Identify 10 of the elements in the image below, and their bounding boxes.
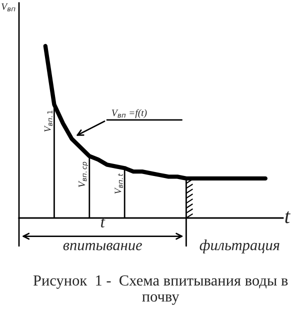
annotation: V$_{вп.1}$ <box>44 110 52 132</box>
annotation: V$_{вп.ср}$ <box>78 162 88 188</box>
annotation: V$_{вп.t}$ <box>114 173 123 194</box>
annotation: t <box>101 218 106 228</box>
y-axis-title: V$_{вп}$ <box>2 3 16 12</box>
annotation: V$_{вп}$ =f(t) <box>112 109 147 118</box>
text: Рисунок 1 - Схема впитывания воды в почву <box>33 275 288 305</box>
x-axis-title: t <box>285 211 291 224</box>
text: впитывание <box>63 242 142 250</box>
text: фильтрация <box>200 240 280 254</box>
